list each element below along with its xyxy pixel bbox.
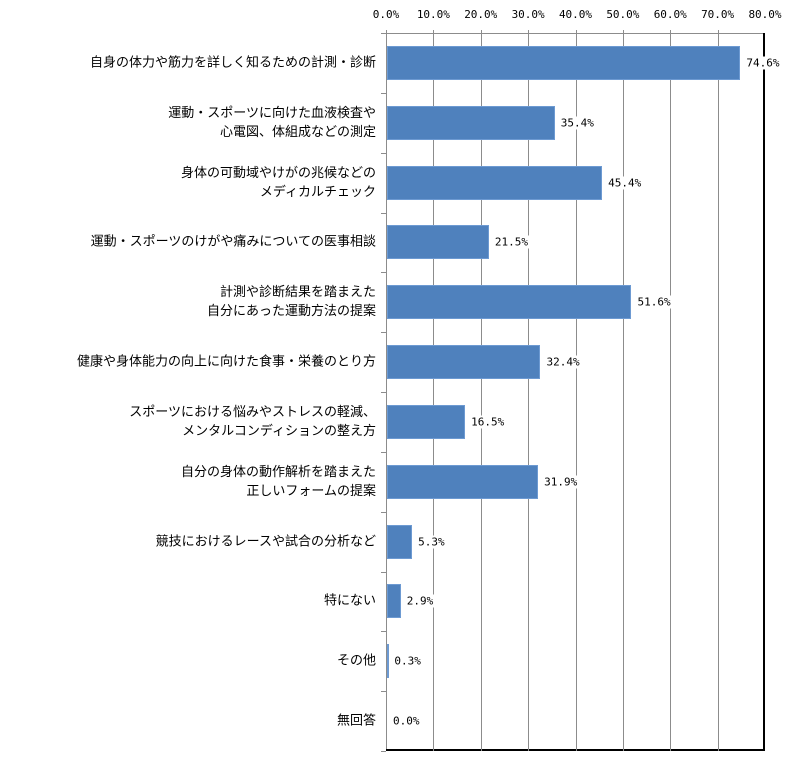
bar-value-label: 45.4% <box>607 176 643 190</box>
x-tick-mark <box>386 30 387 34</box>
bar-value-label: 21.5% <box>493 235 529 249</box>
category-label: 自分の身体の動作解析を踏まえた 正しいフォームの提案 <box>180 464 376 499</box>
x-tick-label: 10.0% <box>416 8 450 21</box>
bar <box>387 524 413 559</box>
y-tick-mark <box>381 691 386 693</box>
category-label: 健康や身体能力の向上に向けた食事・栄養のとり方 <box>76 354 376 370</box>
x-tick-label: 20.0% <box>464 8 498 21</box>
y-tick-mark <box>381 152 386 154</box>
y-tick-mark <box>381 511 386 513</box>
x-tick-mark <box>528 30 530 34</box>
bar <box>387 105 555 140</box>
y-tick-mark <box>381 92 386 94</box>
x-tick-label: 0.0% <box>372 8 400 21</box>
category-label: 競技におけるレースや試合の分析など <box>155 534 376 550</box>
bar <box>387 584 401 619</box>
gridline <box>622 33 624 751</box>
bar-value-label: 35.4% <box>559 116 595 130</box>
bar-value-label: 32.4% <box>545 355 581 369</box>
x-tick-mark <box>433 30 435 34</box>
x-tick-label: 80.0% <box>748 8 782 21</box>
category-label: 身体の可動域やけがの兆候などの メディカルチェック <box>180 165 376 200</box>
y-tick-mark <box>381 451 386 453</box>
bar <box>387 345 541 380</box>
bar <box>387 45 741 80</box>
bar-value-label: 0.3% <box>393 654 422 668</box>
x-tick-mark <box>480 30 482 34</box>
y-tick-mark <box>381 392 386 393</box>
y-axis-line <box>386 33 387 751</box>
category-label: スポーツにおける悩みやストレスの軽減、 メンタルコンディションの整え方 <box>129 404 376 439</box>
bar-value-label: 51.6% <box>636 295 672 309</box>
bar <box>387 404 466 439</box>
x-tick-label: 40.0% <box>558 8 593 21</box>
bar <box>387 225 489 260</box>
bar <box>387 644 389 679</box>
bar <box>387 165 603 200</box>
y-tick-mark <box>381 332 386 334</box>
x-tick-mark <box>670 30 672 34</box>
y-tick-mark <box>381 212 386 214</box>
y-tick-mark <box>381 33 386 34</box>
gridline <box>575 33 577 751</box>
bar-value-label: 16.5% <box>470 415 506 429</box>
x-tick-label: 70.0% <box>701 8 735 21</box>
plot-area: 74.6% 35.4% 45.4% 21.5% 51.6% 32.4% 16.5% 31.9%… <box>381 30 781 752</box>
x-tick-mark <box>717 30 719 34</box>
gridline <box>670 33 672 751</box>
gridline <box>717 33 719 751</box>
category-label: 運動・スポーツのけがや痛みについての医事相談 <box>90 234 376 250</box>
category-label: 計測や診断結果を踏まえた 自分にあった運動方法の提案 <box>206 285 376 320</box>
bar <box>387 285 632 320</box>
category-label: その他 <box>336 653 376 669</box>
plot-border-right <box>763 33 765 751</box>
gridline <box>433 33 435 751</box>
x-tick-mark <box>622 30 624 34</box>
x-tick-label: 50.0% <box>606 8 640 21</box>
category-label: 特にない <box>323 593 376 609</box>
x-tick-label: 30.0% <box>511 8 545 21</box>
bar <box>387 464 539 499</box>
y-tick-mark <box>381 631 386 633</box>
x-tick-mark <box>575 30 577 34</box>
gridline <box>480 33 482 751</box>
category-label: 自身の体力や筋力を詳しく知るための計測・診断 <box>89 55 376 71</box>
category-label: 無回答 <box>336 713 376 729</box>
y-tick-mark <box>381 272 386 274</box>
y-tick-mark <box>381 571 386 573</box>
gridline <box>528 33 530 751</box>
bar-value-label: 5.3% <box>417 535 446 549</box>
bar-value-label: 2.9% <box>405 594 435 608</box>
y-tick-mark <box>381 751 386 752</box>
bar-value-label: 0.0% <box>392 714 421 728</box>
category-label: 運動・スポーツに向けた血液検査や 心電図、体組成などの測定 <box>168 105 376 140</box>
bar-value-label: 74.6% <box>745 56 781 70</box>
x-tick-label: 60.0% <box>653 8 687 21</box>
bar-value-label: 31.9% <box>543 475 579 489</box>
